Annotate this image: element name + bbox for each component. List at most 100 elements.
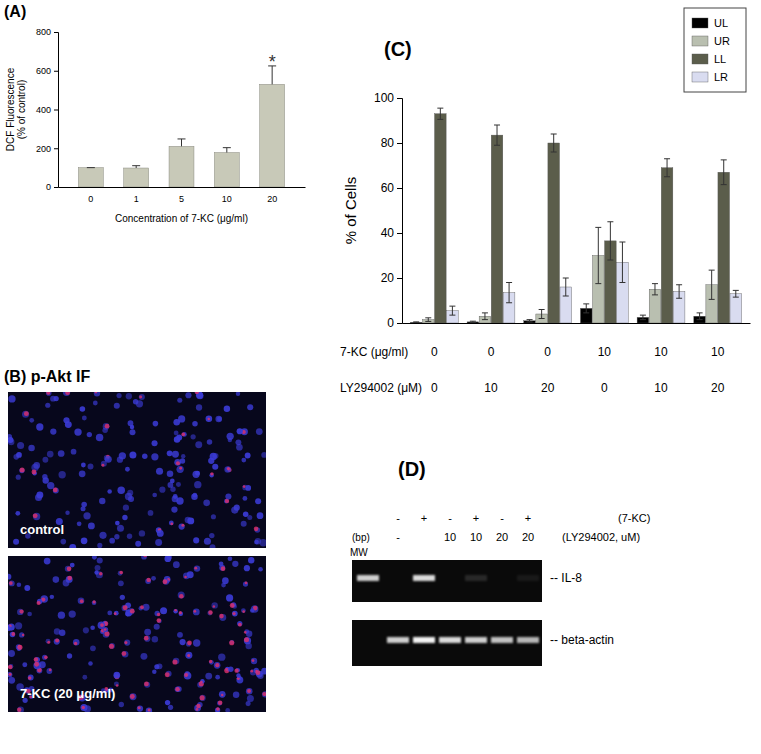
- error-cap: [640, 319, 646, 320]
- tick-label: 0: [46, 182, 51, 192]
- nucleus: [193, 608, 200, 615]
- error-bar: [223, 148, 231, 153]
- nucleus: [9, 580, 15, 586]
- nucleus: [77, 521, 82, 526]
- nucleus: [195, 441, 202, 448]
- nucleus: [214, 662, 221, 669]
- p-akt-signal: [46, 392, 50, 395]
- nucleus: [193, 493, 198, 498]
- nucleus: [47, 482, 54, 489]
- error-cap: [652, 294, 658, 295]
- nucleus: [160, 607, 167, 614]
- p-akt-signal: [17, 708, 21, 712]
- nucleus: [129, 429, 135, 435]
- tick-label: 10: [222, 194, 232, 204]
- nucleus: [209, 533, 214, 538]
- p-akt-signal: [74, 642, 77, 645]
- nucleus: [107, 610, 112, 615]
- p-akt-signal: [179, 467, 182, 470]
- nucleus: [186, 641, 191, 646]
- error-bar: [494, 125, 500, 145]
- nucleus: [209, 473, 213, 477]
- p-akt-signal: [109, 644, 114, 649]
- nucleus: [218, 653, 225, 660]
- error-line: [711, 270, 712, 299]
- nucleus: [156, 468, 163, 475]
- nucleus: [176, 482, 181, 487]
- marker-band: [357, 575, 379, 581]
- error-cap: [709, 299, 715, 300]
- nucleus: [225, 493, 231, 499]
- nucleus: [232, 561, 238, 567]
- error-bar: [595, 227, 601, 283]
- lane-label: 10: [470, 531, 482, 543]
- p-akt-signal: [187, 641, 192, 646]
- p-akt-signal: [116, 684, 119, 687]
- error-cap: [413, 321, 419, 322]
- error-line: [679, 285, 680, 299]
- p-akt-signal: [22, 634, 24, 636]
- nucleus: [47, 668, 53, 674]
- tick: 1: [134, 187, 139, 204]
- nucleus: [176, 497, 183, 504]
- error-bar: [437, 108, 443, 119]
- nucleus: [159, 487, 165, 493]
- nucleus: [205, 673, 212, 680]
- tick: 800: [36, 27, 58, 37]
- p-akt-signal: [20, 467, 25, 472]
- panel-b: (B) p-Akt IFcontrol7-KC (20 μg/ml): [4, 368, 268, 714]
- error-cap: [87, 167, 95, 168]
- p-akt-signal: [181, 524, 184, 527]
- error-line: [440, 108, 441, 119]
- error-bar: [607, 222, 613, 260]
- p-akt-signal: [124, 641, 127, 644]
- nucleus: [117, 486, 125, 494]
- nucleus: [28, 445, 34, 451]
- p-akt-signal: [123, 605, 128, 610]
- p-akt-signal: [184, 673, 188, 677]
- p-akt-signal: [148, 708, 151, 711]
- nucleus: [215, 707, 220, 712]
- p-akt-signal: [195, 392, 199, 394]
- p-akt-signal: [8, 665, 13, 670]
- nucleus: [173, 609, 178, 614]
- error-bar: [506, 283, 512, 303]
- legend-box: [684, 8, 746, 92]
- p-akt-signal: [170, 522, 173, 525]
- nucleus: [211, 602, 217, 608]
- tick: 600: [36, 66, 58, 76]
- nucleus: [13, 539, 19, 545]
- nucleus: [179, 523, 185, 529]
- series: [435, 108, 730, 323]
- nucleus: [144, 629, 151, 636]
- image-label: control: [20, 522, 64, 537]
- nucleus: [44, 558, 51, 565]
- lane-label: +: [473, 512, 479, 524]
- nucleus: [123, 505, 129, 511]
- nucleus: [258, 567, 263, 572]
- error-line: [723, 160, 724, 185]
- error-line: [497, 125, 498, 145]
- p-akt-signal: [147, 578, 151, 582]
- tick: 10: [222, 187, 232, 204]
- nucleus: [124, 639, 130, 645]
- p-akt-signal: [172, 659, 177, 664]
- nucleus: [233, 691, 240, 698]
- error-cap: [595, 283, 601, 284]
- nucleus: [95, 565, 101, 571]
- nucleus: [248, 557, 254, 563]
- error-line: [654, 284, 655, 295]
- tick: 400: [36, 105, 58, 115]
- tick: 0: [387, 316, 402, 330]
- nucleus: [103, 631, 110, 638]
- nucleus: [139, 530, 145, 536]
- lane-label: +: [525, 512, 531, 524]
- bar: [260, 84, 285, 187]
- p-akt-signal: [221, 566, 226, 571]
- error-cap: [506, 282, 512, 283]
- p-akt-signal: [232, 612, 235, 615]
- p-akt-signal: [184, 576, 187, 579]
- error-cap: [563, 296, 569, 297]
- nucleus: [235, 439, 241, 445]
- nucleus: [63, 417, 69, 423]
